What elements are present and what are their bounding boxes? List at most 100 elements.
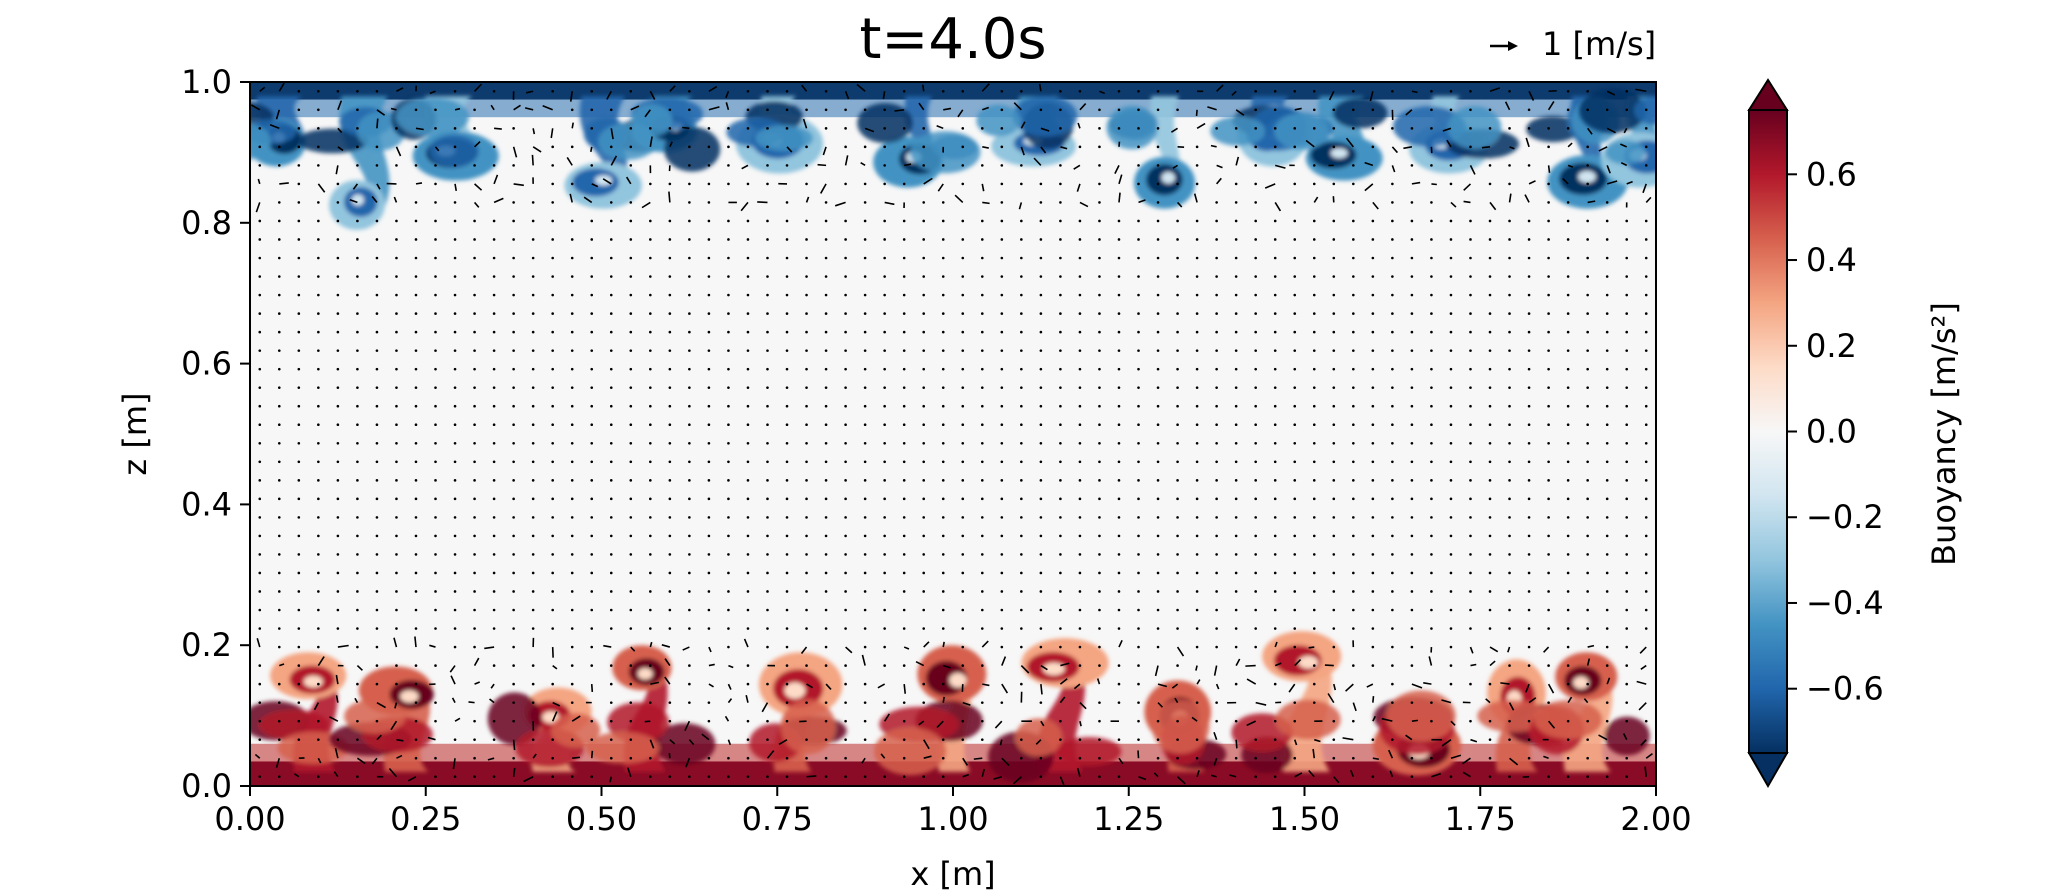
quiver-arrow bbox=[649, 312, 652, 315]
quiver-arrow bbox=[1469, 627, 1472, 630]
quiver-arrow bbox=[434, 146, 440, 152]
quiver-arrow bbox=[356, 516, 359, 519]
quiver-arrow bbox=[1371, 367, 1375, 371]
quiver-arrow bbox=[590, 238, 594, 241]
quiver-arrow bbox=[1215, 404, 1218, 408]
quiver-arrow bbox=[570, 571, 574, 575]
colorbar-tick-label: −0.6 bbox=[1806, 670, 1884, 708]
quiver-arrow bbox=[923, 755, 932, 759]
quiver-arrow bbox=[824, 497, 828, 501]
quiver-arrow bbox=[746, 256, 750, 260]
quiver-arrow bbox=[1586, 608, 1589, 612]
quiver-arrow bbox=[1605, 719, 1609, 723]
quiver-arrow bbox=[863, 460, 867, 464]
quiver-arrow bbox=[1586, 460, 1589, 464]
quiver-arrow bbox=[258, 682, 262, 686]
quiver-arrow bbox=[1352, 219, 1355, 223]
quiver-arrow bbox=[1273, 719, 1277, 723]
quiver-arrow bbox=[492, 627, 496, 630]
y-tick-label: 0.4 bbox=[181, 485, 232, 523]
quiver-arrow bbox=[745, 695, 749, 703]
quiver-arrow bbox=[590, 534, 594, 538]
quiver-arrow bbox=[1196, 122, 1206, 130]
quiver-arrow bbox=[1625, 571, 1629, 575]
quiver-arrow bbox=[356, 238, 359, 241]
quiver-arrow bbox=[863, 367, 867, 371]
quiver-arrow bbox=[805, 108, 808, 112]
quiver-arrow bbox=[277, 682, 281, 686]
quiver-arrow bbox=[453, 553, 457, 556]
quiver-arrow bbox=[551, 590, 554, 593]
quiver-arrow bbox=[1430, 423, 1433, 427]
quiver-arrow bbox=[688, 441, 691, 445]
quiver-arrow bbox=[1273, 330, 1277, 334]
quiver-arrow bbox=[275, 109, 281, 120]
quiver-arrow bbox=[551, 275, 554, 278]
quiver-arrow bbox=[1312, 460, 1316, 464]
quiver-arrow bbox=[1449, 775, 1453, 779]
quiver-arrow bbox=[1215, 627, 1218, 630]
quiver-arrow bbox=[863, 497, 867, 501]
quiver-arrow bbox=[1039, 590, 1043, 593]
quiver-arrow bbox=[551, 164, 554, 167]
quiver-arrow bbox=[1117, 386, 1121, 389]
quiver-arrow bbox=[434, 108, 437, 112]
quiver-arrow bbox=[570, 516, 574, 519]
quiver-arrow bbox=[356, 738, 359, 741]
quiver-arrow bbox=[883, 349, 886, 352]
quiver-arrow bbox=[1195, 441, 1199, 445]
quiver-arrow bbox=[824, 127, 828, 130]
quiver-arrow bbox=[1644, 553, 1648, 556]
quiver-arrow bbox=[942, 641, 945, 648]
quiver-arrow bbox=[1391, 738, 1394, 741]
quiver-arrow bbox=[1508, 164, 1511, 167]
quiver-arrow bbox=[766, 571, 769, 575]
quiver-arrow bbox=[1391, 701, 1394, 704]
quiver-arrow bbox=[1312, 608, 1316, 612]
quiver-arrow bbox=[1566, 775, 1570, 779]
quiver-arrow bbox=[1352, 497, 1355, 501]
quiver-arrow bbox=[1078, 756, 1082, 760]
quiver-arrow bbox=[649, 423, 652, 427]
quiver-arrow bbox=[1210, 144, 1217, 148]
quiver-arrow bbox=[1293, 516, 1297, 519]
quiver-arrow bbox=[1176, 479, 1179, 482]
quiver-arrow bbox=[824, 404, 828, 408]
quiver-arrow bbox=[922, 367, 926, 371]
quiver-arrow bbox=[766, 330, 769, 334]
quiver-arrow bbox=[570, 701, 574, 704]
quiver-arrow bbox=[806, 683, 814, 689]
quiver-arrow bbox=[395, 164, 398, 167]
quiver-arrow bbox=[1137, 460, 1140, 464]
quiver-arrow bbox=[961, 497, 965, 501]
quiver-arrow bbox=[1625, 386, 1629, 389]
quiver-arrow bbox=[453, 516, 457, 519]
quiver-arrow bbox=[356, 534, 359, 538]
quiver-arrow bbox=[1644, 423, 1648, 427]
quiver-arrow bbox=[1391, 330, 1394, 334]
quiver-arrow bbox=[1000, 127, 1004, 130]
quiver-arrow bbox=[824, 441, 828, 445]
quiver-arrow bbox=[1215, 590, 1218, 593]
quiver-arrow bbox=[1254, 89, 1257, 93]
quiver-arrow bbox=[1273, 460, 1277, 464]
quiver-arrow bbox=[627, 767, 632, 777]
quiver-arrow bbox=[918, 102, 925, 111]
quiver-arrow bbox=[1332, 460, 1336, 464]
quiver-arrow bbox=[590, 312, 594, 315]
quiver-arrow bbox=[922, 423, 926, 427]
quiver-arrow bbox=[1059, 164, 1062, 167]
quiver-arrow bbox=[609, 479, 613, 482]
y-tick-label: 0.2 bbox=[181, 626, 232, 664]
quiver-arrow bbox=[375, 553, 379, 556]
quiver-arrow bbox=[805, 312, 808, 315]
quiver-arrow bbox=[1431, 772, 1442, 778]
quiver-arrow bbox=[512, 534, 515, 538]
quiver-arrow bbox=[1020, 645, 1023, 649]
quiver-arrow bbox=[1586, 312, 1589, 315]
quiver-arrow bbox=[941, 534, 945, 538]
quiver-arrow bbox=[902, 386, 906, 389]
quiver-arrow bbox=[1586, 479, 1589, 482]
quiver-arrow bbox=[414, 349, 418, 352]
quiver-arrow bbox=[863, 423, 867, 427]
